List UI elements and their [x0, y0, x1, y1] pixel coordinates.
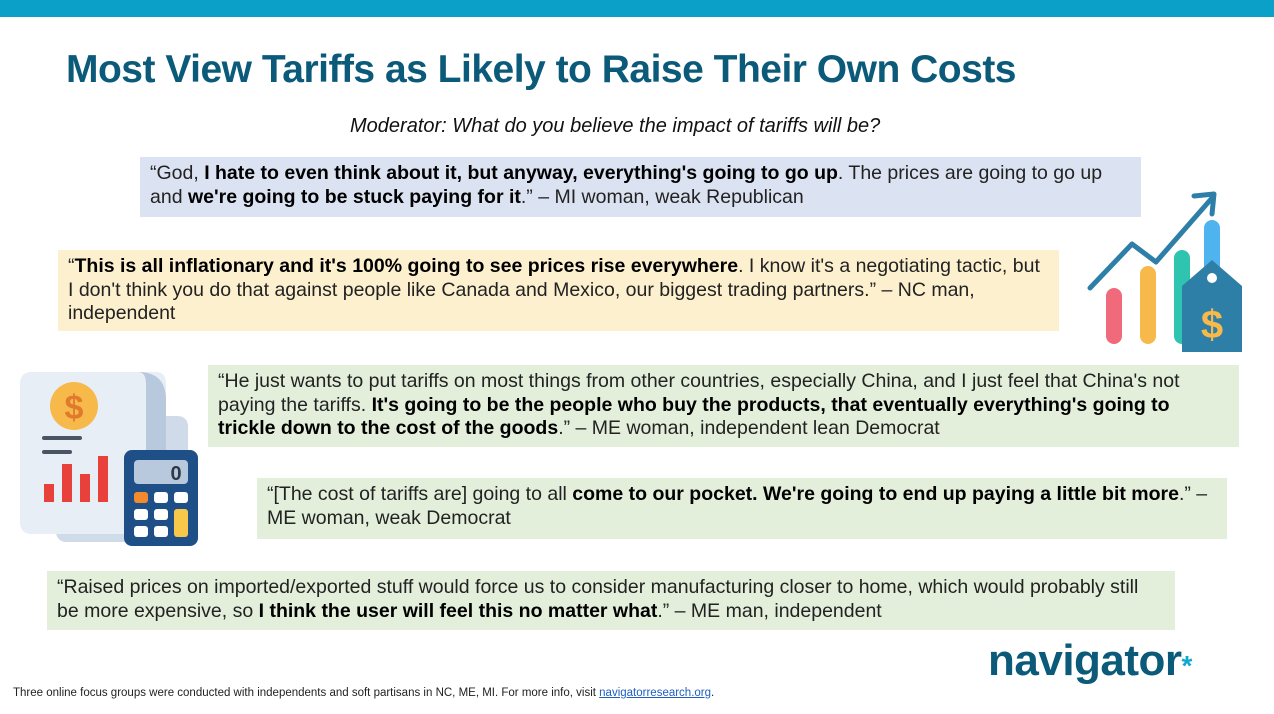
quote-box-me-woman-weak-dem: “[The cost of tariffs are] going to all … — [257, 478, 1227, 539]
top-accent-bar — [0, 0, 1274, 17]
quote-text: . The prices are going to go up and — [150, 162, 1103, 208]
footer-link[interactable]: navigatorresearch.org — [599, 687, 712, 699]
logo-text: navigator — [988, 636, 1182, 685]
dollar-sign-label: $ — [65, 389, 84, 427]
page-title: Most View Tariffs as Likely to Raise The… — [66, 48, 1017, 91]
quote-highlight: I hate to even think about it, but anywa… — [204, 162, 838, 184]
quote-attribution: .” – ME woman, independent lean Democrat — [558, 417, 940, 439]
quote-box-mi-woman: “God, I hate to even think about it, but… — [140, 157, 1141, 217]
footer-note: Three online focus groups were conducted… — [13, 687, 714, 699]
quote-attribution: . I know it's a negotiating tactic, but … — [68, 255, 1040, 324]
calculator-display: 0 — [170, 463, 181, 485]
quote-box-me-man: “Raised prices on imported/exported stuf… — [47, 571, 1175, 630]
quote-text: “God, — [150, 162, 205, 184]
quote-highlight: we're going to be stuck paying for it — [187, 185, 521, 208]
quote-text: “Raised prices on imported/exported stuf… — [57, 576, 1139, 622]
quote-attribution: .” – ME woman, weak Democrat — [267, 483, 1208, 529]
quote-highlight: come to our pocket. We're going to end u… — [572, 483, 1179, 505]
invoice-calculator-icon: $ 0 — [20, 372, 198, 546]
navigator-logo: navigator* — [988, 636, 1192, 686]
footer-end: . — [711, 687, 715, 699]
quote-text: “[The cost of tariffs are] going to all — [267, 483, 573, 505]
quote-highlight: It's going to be the people who buy the … — [218, 393, 1170, 440]
quote-highlight: This is all inflationary and it's 100% g… — [74, 255, 739, 277]
rising-bar-chart-price-tag-icon: $ — [1087, 191, 1242, 352]
logo-mark: * — [1181, 650, 1193, 681]
quote-attribution: .” – ME man, independent — [657, 599, 882, 622]
moderator-question: Moderator: What do you believe the impac… — [350, 115, 881, 137]
quote-attribution: .” – MI woman, weak Republican — [520, 185, 804, 208]
quote-text: “He just wants to put tariffs on most th… — [218, 370, 1180, 416]
quote-box-nc-man: “This is all inflationary and it's 100% … — [58, 250, 1059, 331]
quote-text: “ — [68, 255, 75, 277]
quote-highlight: I think the user will feel this no matte… — [258, 599, 658, 622]
quote-box-me-woman-lean-dem: “He just wants to put tariffs on most th… — [208, 365, 1239, 447]
footer-text: Three online focus groups were conducted… — [13, 687, 600, 699]
dollar-sign-label: $ — [1201, 303, 1223, 347]
